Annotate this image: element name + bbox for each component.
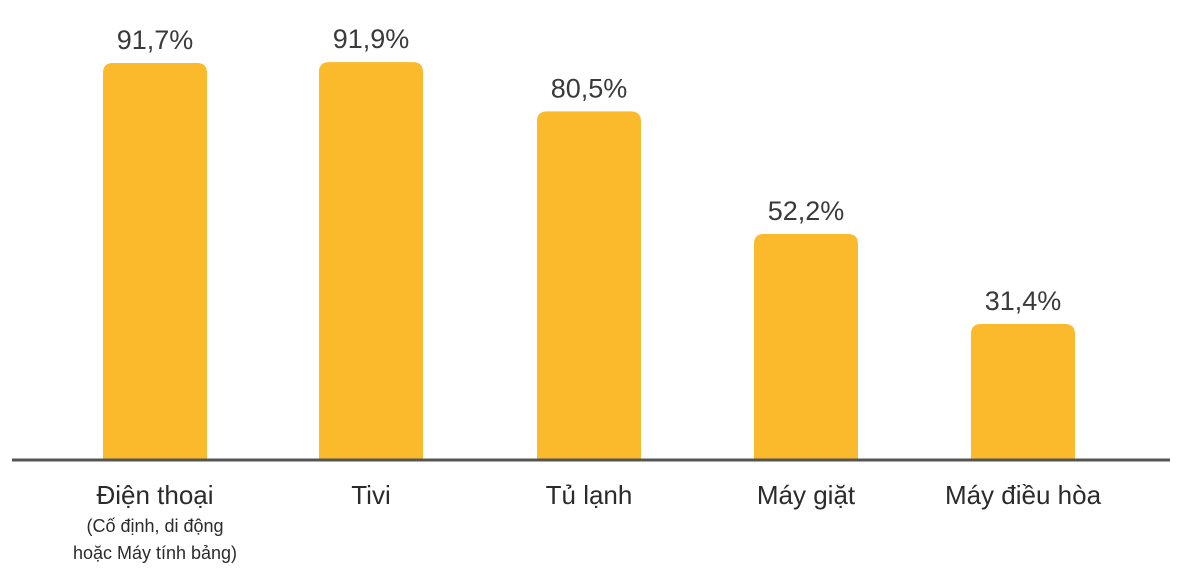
category-label: Máy giặt <box>757 480 856 510</box>
category-label: Máy điều hòa <box>945 480 1102 510</box>
category-sublabel: hoặc Máy tính bảng) <box>73 543 237 563</box>
data-label: 91,7% <box>117 25 194 55</box>
bar <box>103 62 207 461</box>
category-sublabel: (Cố định, di động <box>86 516 223 536</box>
bars-group <box>103 62 1075 461</box>
bar <box>319 62 423 461</box>
category-label: Điện thoại <box>96 480 213 510</box>
labels-group: 91,7% Điện thoại (Cố định, di động hoặc Máy… <box>73 24 1102 563</box>
category-label: Tivi <box>351 480 390 510</box>
bar <box>971 324 1075 460</box>
data-label: 31,4% <box>985 286 1062 316</box>
category-label: Tủ lạnh <box>546 480 633 510</box>
data-label: 80,5% <box>551 73 628 103</box>
bar <box>537 111 641 460</box>
bar <box>754 233 858 460</box>
data-label: 91,9% <box>333 24 410 54</box>
data-label: 52,2% <box>768 196 845 226</box>
